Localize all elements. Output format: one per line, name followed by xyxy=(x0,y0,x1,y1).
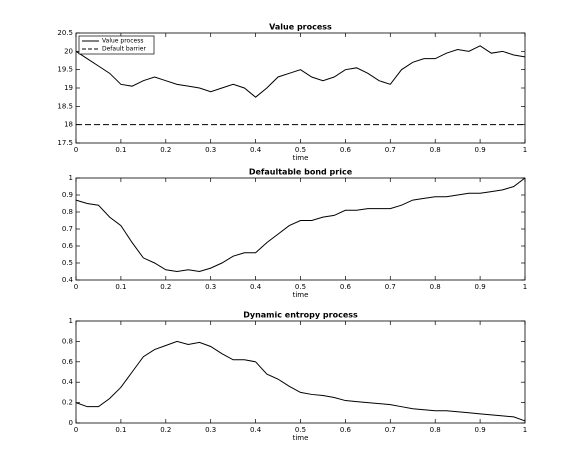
x-tick-label: 0.6 xyxy=(340,426,352,434)
series-line xyxy=(75,340,526,422)
axes-box xyxy=(75,32,526,144)
y-tick-label: 20.5 xyxy=(57,29,73,37)
x-tick-label: 0.7 xyxy=(385,146,396,154)
x-tick-label: 0.9 xyxy=(475,283,486,291)
x-tick-label: 0.3 xyxy=(205,146,216,154)
x-tick-label: 0.7 xyxy=(385,283,396,291)
y-tick-label: 0.8 xyxy=(62,208,73,216)
x-tick-label: 0.7 xyxy=(385,426,396,434)
y-tick-label: 0.8 xyxy=(62,337,73,345)
x-tick-label: 0 xyxy=(74,283,78,291)
y-tick-label: 18 xyxy=(64,121,73,129)
y-tick-label: 0.4 xyxy=(62,378,74,386)
x-tick-label: 0.1 xyxy=(115,426,126,434)
x-tick-label: 0.8 xyxy=(430,283,441,291)
y-tick-label: 0 xyxy=(69,419,73,427)
legend-label: Value process xyxy=(102,38,143,45)
x-tick-label: 0.9 xyxy=(475,426,486,434)
x-tick-label: 0.1 xyxy=(115,146,126,154)
y-tick-label: 0.6 xyxy=(62,242,74,250)
x-tick-label: 0.9 xyxy=(475,146,486,154)
x-tick-label: 0.4 xyxy=(250,283,262,291)
x-tick-label: 0 xyxy=(74,426,78,434)
axes-box xyxy=(75,320,526,424)
x-tick-label: 0.6 xyxy=(340,146,352,154)
x-tick-label: 0.2 xyxy=(160,146,171,154)
x-tick-label: 1 xyxy=(523,283,527,291)
y-tick-label: 0.7 xyxy=(62,225,73,233)
y-tick-label: 17.5 xyxy=(57,139,73,147)
y-tick-label: 0.4 xyxy=(62,276,74,284)
series-line xyxy=(75,177,526,273)
x-tick-label: 1 xyxy=(523,426,527,434)
y-tick-label: 1 xyxy=(69,317,73,325)
y-tick-label: 20 xyxy=(64,47,73,55)
chart-title: Value process xyxy=(269,23,332,32)
x-tick-label: 0 xyxy=(74,146,78,154)
x-tick-label: 0.6 xyxy=(340,283,352,291)
y-tick-label: 0.5 xyxy=(62,259,73,267)
y-tick-label: 0.6 xyxy=(62,358,74,366)
y-tick-label: 19.5 xyxy=(57,66,73,74)
chart-title: Dynamic entropy process xyxy=(243,311,358,320)
x-axis-label: time xyxy=(293,291,309,299)
y-tick-label: 0.2 xyxy=(62,399,73,407)
chart-title: Defaultable bond price xyxy=(249,168,353,177)
y-tick-label: 19 xyxy=(64,84,73,92)
x-tick-label: 0.3 xyxy=(205,283,216,291)
x-tick-label: 0.8 xyxy=(430,146,441,154)
x-tick-label: 0.5 xyxy=(295,146,306,154)
y-tick-label: 18.5 xyxy=(57,102,73,110)
x-tick-label: 0.1 xyxy=(115,283,126,291)
x-axis-label: time xyxy=(293,154,309,162)
y-tick-label: 1 xyxy=(69,174,73,182)
x-tick-label: 0.4 xyxy=(250,426,262,434)
x-tick-label: 1 xyxy=(523,146,527,154)
x-tick-label: 0.2 xyxy=(160,283,171,291)
axes-background xyxy=(76,178,525,280)
axes-background xyxy=(76,321,525,423)
legend-label: Default barrier xyxy=(102,46,147,53)
x-tick-label: 0.3 xyxy=(205,426,216,434)
series-line xyxy=(75,45,526,98)
x-tick-label: 0.2 xyxy=(160,426,171,434)
x-axis-label: time xyxy=(293,434,309,442)
y-tick-label: 0.9 xyxy=(62,191,73,199)
x-tick-label: 0.4 xyxy=(250,146,262,154)
x-tick-label: 0.8 xyxy=(430,426,441,434)
x-tick-label: 0.5 xyxy=(295,283,306,291)
x-tick-label: 0.5 xyxy=(295,426,306,434)
axes-box xyxy=(75,177,526,281)
